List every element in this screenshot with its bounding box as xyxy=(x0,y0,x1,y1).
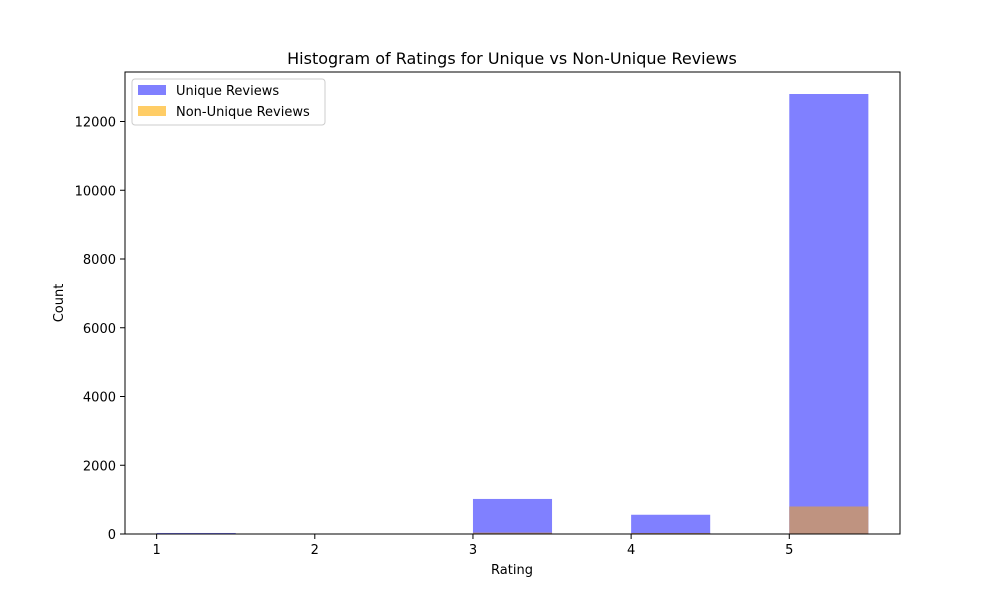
bar-non-unique-2 xyxy=(631,532,711,534)
x-tick-label-2: 3 xyxy=(469,543,477,558)
x-axis-label: Rating xyxy=(491,563,533,578)
y-tick-label-0: 0 xyxy=(108,528,116,543)
bar-unique-2 xyxy=(631,514,711,534)
x-tick-label-3: 4 xyxy=(627,543,635,558)
bars-group xyxy=(156,94,869,535)
y-tick-label-4: 8000 xyxy=(83,253,116,268)
bar-unique-3 xyxy=(789,94,869,534)
y-axis: 0 2000 4000 6000 8000 10000 12000 xyxy=(75,116,125,543)
chart-title: Histogram of Ratings for Unique vs Non-U… xyxy=(287,49,737,68)
y-tick-label-2: 4000 xyxy=(83,391,116,406)
bar-non-unique-3 xyxy=(789,506,869,534)
y-tick-label-6: 12000 xyxy=(75,116,116,131)
bar-unique-1 xyxy=(472,498,553,534)
x-tick-label-0: 1 xyxy=(152,543,160,558)
y-tick-label-3: 6000 xyxy=(83,322,116,337)
x-axis: 1 2 3 4 5 xyxy=(152,534,793,558)
y-axis-label: Count xyxy=(52,284,67,323)
x-tick-label-1: 2 xyxy=(311,543,319,558)
y-tick-label-1: 2000 xyxy=(83,459,116,474)
legend: Unique Reviews Non-Unique Reviews xyxy=(131,78,326,126)
legend-swatch-non-unique xyxy=(138,106,166,116)
legend-label-unique: Unique Reviews xyxy=(176,84,279,99)
plot-frame xyxy=(124,71,901,535)
legend-swatch-unique xyxy=(138,85,166,95)
y-tick-label-5: 10000 xyxy=(75,184,116,199)
legend-box xyxy=(131,78,326,126)
legend-label-non-unique: Non-Unique Reviews xyxy=(176,105,310,120)
bar-unique-0 xyxy=(156,532,236,534)
bar-non-unique-1 xyxy=(472,532,553,535)
x-tick-label-4: 5 xyxy=(785,543,793,558)
